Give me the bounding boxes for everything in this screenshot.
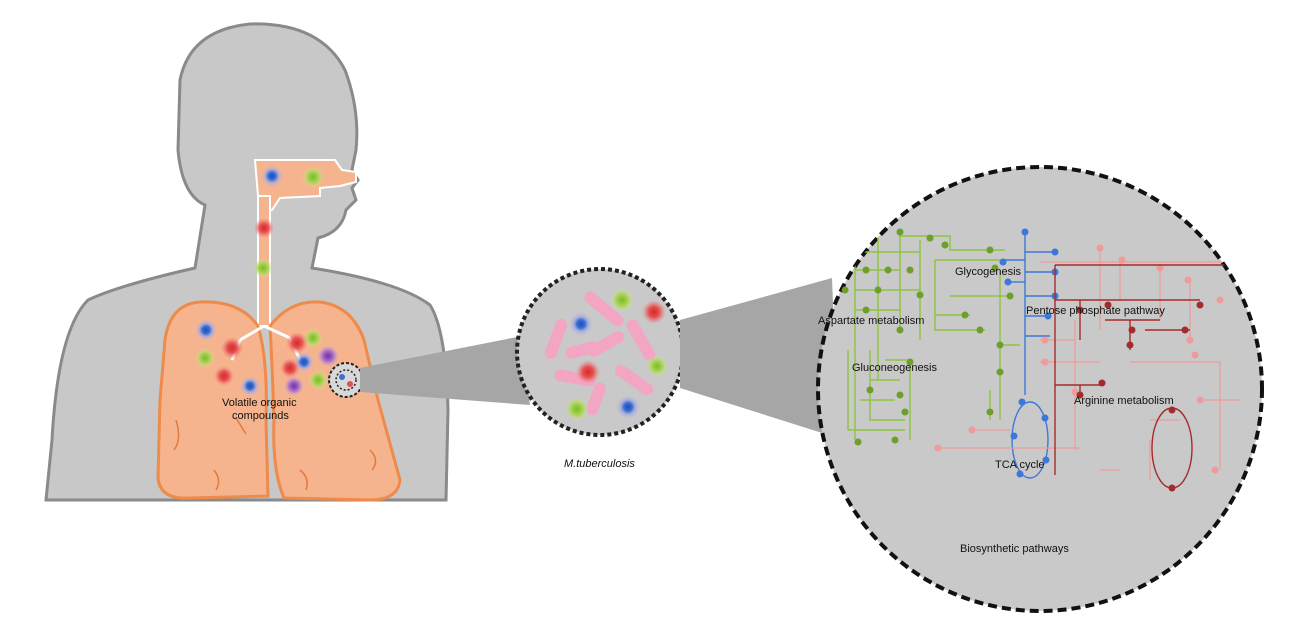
bacilli [544, 291, 656, 416]
pink-pathway-nodes [934, 244, 1224, 474]
voc-dot-red [221, 337, 243, 359]
green-pathway-nodes [841, 228, 1014, 446]
glycogenesis-label: Glycogenesis [955, 266, 1022, 278]
bacillus [614, 364, 654, 396]
bronchi [230, 324, 302, 361]
voc-label-line2: compounds [232, 410, 289, 422]
voc-label-line1: Volatile organic [222, 397, 297, 409]
bacteria-zoom [515, 267, 685, 437]
pathway-zoom [816, 165, 1264, 613]
voc-dot-green [308, 370, 328, 390]
bacillus [584, 291, 624, 327]
tca-label: TCA cycle [995, 459, 1045, 471]
infection-focus [328, 362, 364, 398]
bacillus [544, 318, 568, 360]
voc-dot-red [254, 218, 274, 238]
bacillus [586, 382, 606, 416]
bacillus [626, 319, 656, 361]
zoom-wedge-small [360, 336, 530, 405]
voc-dot-purple [284, 376, 304, 396]
voc-dot-green [610, 288, 634, 312]
blue-pathway-nodes [999, 228, 1059, 478]
green-pathway-network [847, 232, 1020, 440]
aspartate-label: Aspartate metabolism [818, 315, 924, 327]
voc-dot-red [642, 300, 666, 324]
voc-dot-purple [317, 345, 339, 367]
voc-dot-red [280, 358, 300, 378]
labels: Volatile organic compounds M.tuberculosi… [222, 266, 1174, 555]
voc-dot-blue [569, 312, 593, 336]
biosynthetic-label: Biosynthetic pathways [960, 543, 1069, 555]
tca-cycle-loop [1011, 401, 1049, 479]
human-silhouette [44, 22, 450, 502]
gluconeogenesis-label: Gluconeogenesis [852, 362, 938, 374]
voc-dot-green [195, 348, 215, 368]
bacillus [565, 341, 599, 359]
voc-dot-blue [240, 376, 260, 396]
pathway-zoom-circle [816, 165, 1264, 613]
zoom-wedge-large [680, 278, 838, 438]
voc-dot-green [253, 258, 273, 278]
voc-dot-red [576, 360, 600, 384]
lung-texture [173, 417, 377, 491]
arginine-label: Arginine metabolism [1074, 395, 1174, 407]
voc-dots-body [195, 165, 339, 396]
voc-dot-green [646, 355, 668, 377]
blue-pathway-network [1005, 232, 1055, 479]
pentose-label: Pentose phosphate pathway [1026, 305, 1165, 317]
voc-dot-blue [261, 165, 283, 187]
voc-dot-red [286, 332, 308, 354]
voc-dot-red [214, 366, 234, 386]
bacterium-label: M.tuberculosis [564, 458, 635, 470]
darkred-pathway-nodes [1076, 301, 1204, 492]
voc-dot-green [565, 397, 589, 421]
voc-dot-green [302, 166, 324, 188]
pink-pathway-network [940, 250, 1240, 480]
voc-dot-blue [616, 395, 640, 419]
voc-dot-blue [195, 319, 217, 341]
